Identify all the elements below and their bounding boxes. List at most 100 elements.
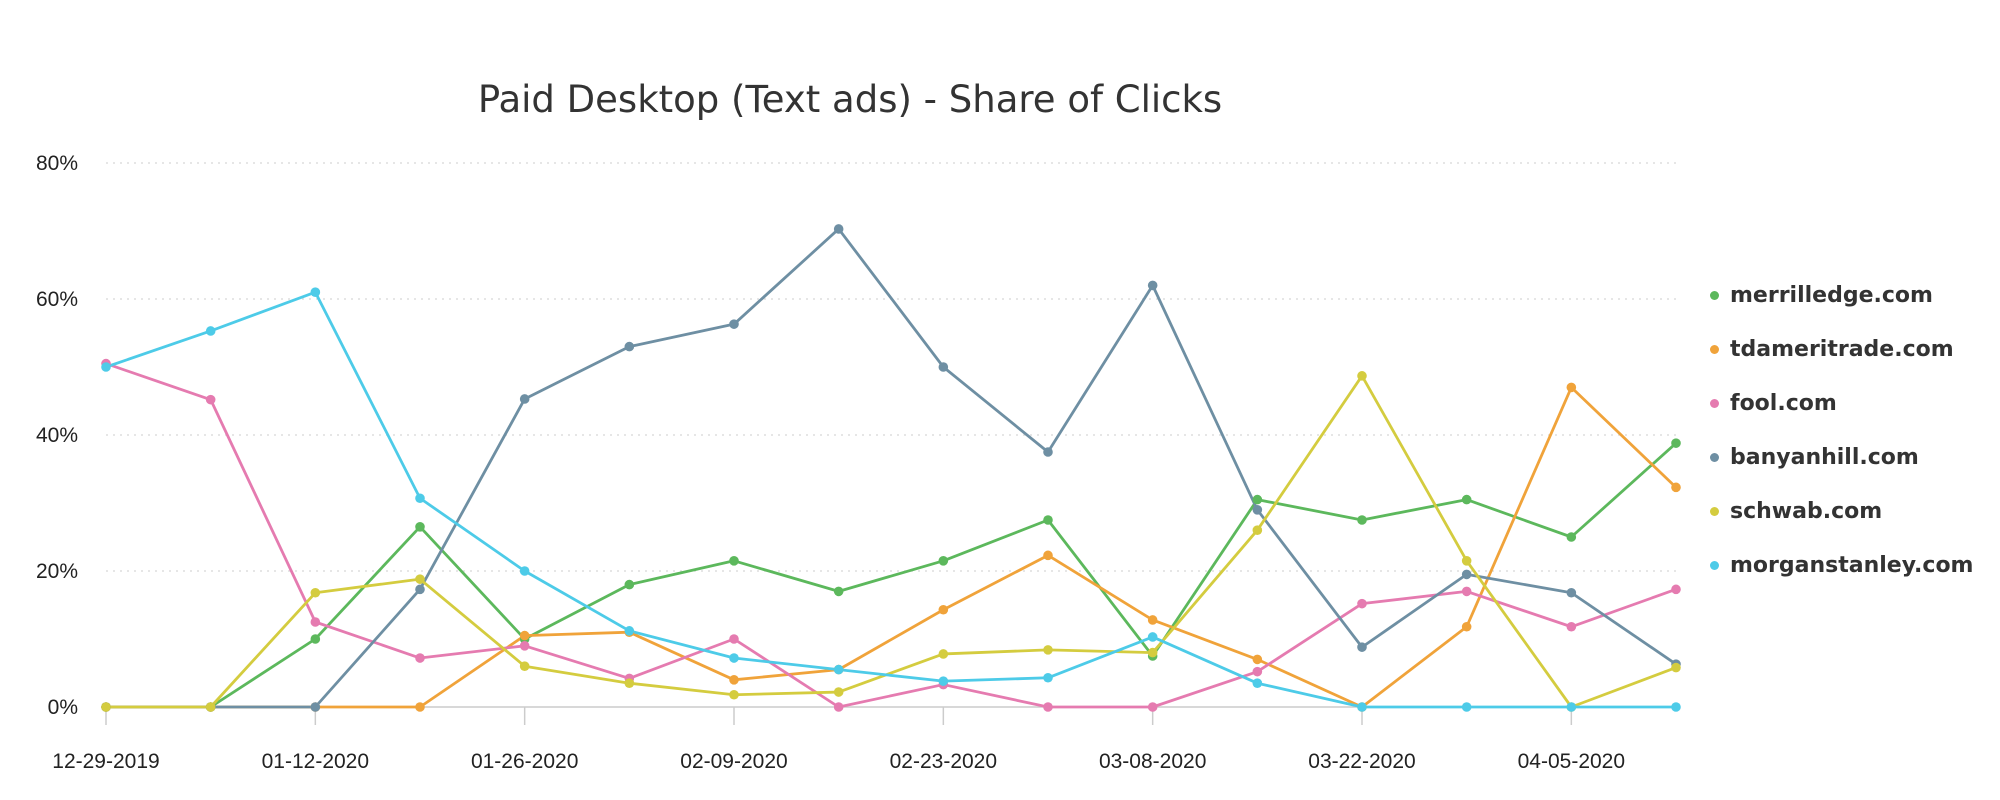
data-point-merrilledge-com[interactable] (1461, 494, 1472, 505)
data-point-merrilledge-com[interactable] (415, 522, 425, 532)
legend-item[interactable]: fool.com (1710, 376, 1973, 430)
data-point-schwab-com[interactable] (310, 587, 321, 598)
data-point-merrilledge-com[interactable] (729, 556, 739, 566)
data-point-banyanhill-com[interactable] (1043, 447, 1053, 457)
gridlines (106, 162, 1676, 572)
data-point-banyanhill-com[interactable] (729, 319, 739, 329)
data-point-fool-com[interactable] (1566, 621, 1577, 632)
data-point-merrilledge-com[interactable] (1566, 532, 1577, 542)
data-point-banyanhill-com[interactable] (1147, 280, 1158, 291)
data-point-tdameritrade-com[interactable] (938, 604, 949, 615)
data-point-merrilledge-com[interactable] (1671, 438, 1681, 448)
legend-item[interactable]: banyanhill.com (1710, 430, 1973, 484)
data-point-morganstanley-com[interactable] (205, 326, 216, 336)
data-point-schwab-com[interactable] (1461, 556, 1472, 566)
data-point-schwab-com[interactable] (938, 649, 949, 659)
data-point-merrilledge-com[interactable] (938, 556, 949, 566)
data-point-schwab-com[interactable] (833, 687, 844, 697)
data-point-schwab-com[interactable] (729, 689, 739, 700)
data-point-schwab-com[interactable] (415, 574, 425, 584)
data-point-schwab-com[interactable] (1043, 645, 1053, 655)
data-point-schwab-com[interactable] (1252, 525, 1263, 535)
series-line-morganstanley-com[interactable] (104, 290, 1678, 709)
x-tick-label: 12-29-2019 (52, 750, 159, 773)
data-point-banyanhill-com[interactable] (624, 341, 635, 352)
data-point-morganstanley-com[interactable] (1147, 632, 1158, 642)
data-point-schwab-com[interactable] (1147, 647, 1158, 658)
chart-title: Paid Desktop (Text ads) - Share of Click… (477, 78, 1223, 121)
data-point-morganstanley-com[interactable] (101, 362, 111, 372)
data-point-tdameritrade-com[interactable] (729, 675, 739, 685)
data-point-banyanhill-com[interactable] (310, 702, 321, 712)
data-point-tdameritrade-com[interactable] (1566, 382, 1577, 393)
data-point-banyanhill-com[interactable] (833, 224, 844, 234)
series-line-fool-com[interactable] (104, 362, 1678, 709)
data-point-schwab-com[interactable] (205, 702, 216, 712)
data-point-morganstanley-com[interactable] (1671, 702, 1681, 712)
legend-item[interactable]: tdameritrade.com (1710, 322, 1973, 376)
data-point-schwab-com[interactable] (1357, 371, 1367, 381)
data-point-fool-com[interactable] (729, 634, 739, 644)
data-point-tdameritrade-com[interactable] (1461, 621, 1472, 632)
legend-item[interactable]: schwab.com (1710, 484, 1973, 538)
data-point-schwab-com[interactable] (519, 661, 530, 671)
data-point-merrilledge-com[interactable] (1357, 515, 1367, 525)
data-point-merrilledge-com[interactable] (833, 586, 844, 597)
data-point-tdameritrade-com[interactable] (1043, 550, 1053, 561)
legend-item[interactable]: merrilledge.com (1710, 268, 1973, 322)
data-point-merrilledge-com[interactable] (624, 579, 635, 590)
data-point-morganstanley-com[interactable] (624, 626, 635, 636)
data-point-banyanhill-com[interactable] (1357, 642, 1367, 652)
data-point-morganstanley-com[interactable] (1252, 678, 1263, 688)
x-tick-label: 03-22-2020 (1308, 750, 1415, 773)
series-line-banyanhill-com[interactable] (104, 227, 1678, 709)
series-lines (104, 227, 1678, 709)
data-point-morganstanley-com[interactable] (1566, 702, 1577, 712)
data-point-tdameritrade-com[interactable] (415, 702, 425, 712)
data-point-banyanhill-com[interactable] (938, 362, 949, 372)
data-point-tdameritrade-com[interactable] (1147, 615, 1158, 625)
data-point-morganstanley-com[interactable] (833, 664, 844, 675)
data-point-banyanhill-com[interactable] (519, 394, 530, 404)
data-point-banyanhill-com[interactable] (1252, 505, 1263, 515)
data-point-tdameritrade-com[interactable] (519, 630, 530, 641)
data-point-merrilledge-com[interactable] (1043, 515, 1053, 525)
legend-item[interactable]: morganstanley.com (1710, 538, 1973, 592)
data-point-banyanhill-com[interactable] (415, 584, 425, 595)
data-point-schwab-com[interactable] (101, 702, 111, 712)
data-point-merrilledge-com[interactable] (310, 634, 321, 644)
data-point-tdameritrade-com[interactable] (1671, 482, 1681, 493)
data-point-morganstanley-com[interactable] (938, 676, 949, 686)
data-point-morganstanley-com[interactable] (415, 493, 425, 504)
data-point-morganstanley-com[interactable] (310, 287, 321, 298)
data-point-schwab-com[interactable] (1671, 662, 1681, 673)
series-line-tdameritrade-com[interactable] (104, 386, 1678, 709)
data-point-fool-com[interactable] (1461, 586, 1472, 597)
legend-label: schwab.com (1730, 498, 1883, 524)
data-point-morganstanley-com[interactable] (1043, 672, 1053, 683)
data-point-fool-com[interactable] (1252, 666, 1263, 677)
data-point-fool-com[interactable] (415, 653, 425, 663)
data-point-fool-com[interactable] (1043, 702, 1053, 712)
data-point-schwab-com[interactable] (624, 678, 635, 688)
data-point-morganstanley-com[interactable] (1461, 702, 1472, 712)
data-point-fool-com[interactable] (833, 702, 844, 712)
data-point-banyanhill-com[interactable] (1461, 569, 1472, 580)
data-point-morganstanley-com[interactable] (729, 653, 739, 663)
series-line-merrilledge-com[interactable] (104, 441, 1678, 709)
data-point-merrilledge-com[interactable] (1252, 494, 1263, 505)
data-point-fool-com[interactable] (205, 394, 216, 405)
data-point-tdameritrade-com[interactable] (1252, 654, 1263, 665)
data-point-fool-com[interactable] (1671, 584, 1681, 595)
data-point-banyanhill-com[interactable] (1566, 587, 1577, 598)
legend-dot-icon (1710, 290, 1719, 300)
series-line-schwab-com[interactable] (104, 374, 1678, 709)
data-point-fool-com[interactable] (1357, 598, 1367, 609)
data-point-fool-com[interactable] (1147, 702, 1158, 712)
data-point-fool-com[interactable] (519, 641, 530, 651)
data-point-morganstanley-com[interactable] (1357, 702, 1367, 712)
data-point-fool-com[interactable] (310, 617, 321, 627)
data-point-morganstanley-com[interactable] (519, 566, 530, 576)
